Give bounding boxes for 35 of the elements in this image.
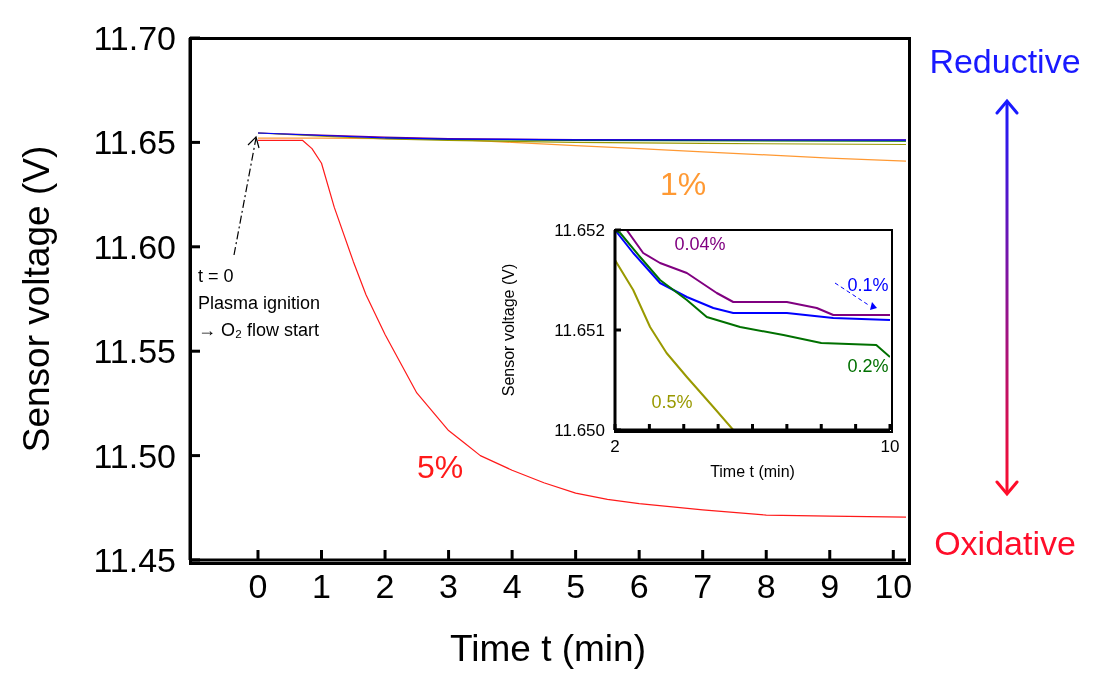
y-tick-label: 11.45: [93, 541, 176, 580]
y-tick-label: 11.60: [93, 227, 176, 266]
x-tick-label: 9: [820, 567, 840, 606]
series-label: 1%: [659, 166, 707, 202]
series-label: 0.04%: [674, 234, 726, 254]
y-axis-title: Sensor voltage (V): [16, 145, 58, 453]
annotation: t = 0 Plasma ignition → O₂ flow start: [197, 265, 321, 342]
y-tick-label: 11.650: [554, 421, 605, 441]
y-tick-label: 11.652: [554, 221, 605, 241]
x-tick-label: 2: [375, 567, 395, 606]
text: Reductive: [928, 42, 1082, 81]
x-tick-label: 1: [312, 567, 331, 606]
series-label: 5%: [416, 449, 464, 485]
series-label: 0.5%: [651, 392, 693, 412]
series-label: 0.2%: [847, 356, 889, 376]
x-axis-title: Time t (min): [450, 628, 646, 669]
x-tick-label: 8: [756, 567, 776, 606]
x-tick-label: 2: [610, 437, 620, 457]
x-tick-label: 10: [874, 567, 913, 606]
y-axis-title: Sensor voltage (V): [499, 263, 517, 397]
y-tick-label: 11.55: [93, 332, 176, 371]
text: Oxidative: [933, 524, 1077, 563]
x-tick-label: 0: [248, 567, 268, 606]
x-tick-label: 7: [693, 567, 713, 606]
y-tick-label: 11.70: [93, 19, 176, 58]
y-tick-label: 11.651: [554, 321, 605, 341]
y-tick-label: 11.50: [93, 436, 176, 475]
x-tick-label: 4: [502, 567, 522, 606]
x-tick-label: 6: [629, 567, 649, 606]
x-axis-title: Time t (min): [710, 463, 795, 480]
series-label: 0.1%: [847, 275, 889, 295]
y-tick-label: 11.65: [93, 123, 176, 162]
x-tick-label: 3: [439, 567, 459, 606]
x-tick-label: 5: [566, 567, 586, 606]
x-tick-label: 10: [880, 437, 900, 457]
